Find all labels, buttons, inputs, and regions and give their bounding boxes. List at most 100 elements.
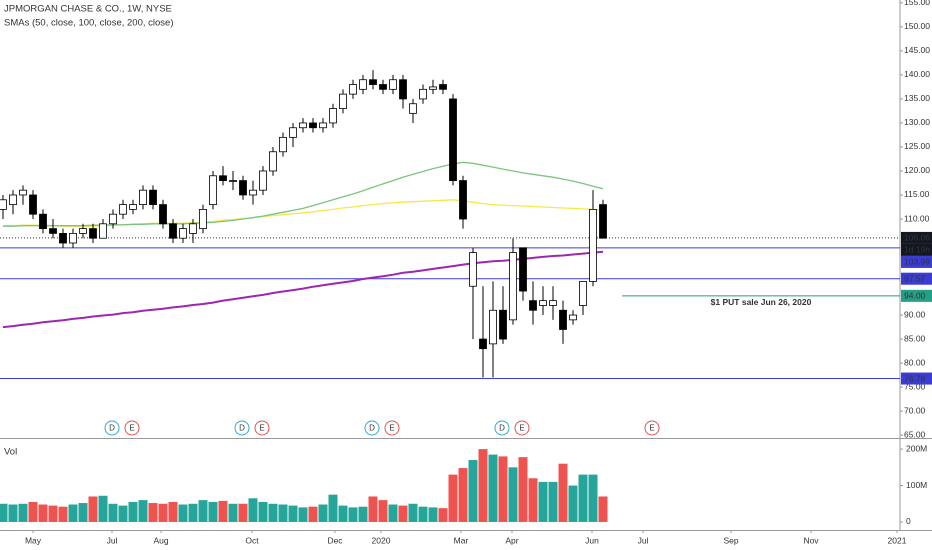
volume-bar xyxy=(198,500,208,522)
event-label: E xyxy=(389,424,394,433)
candle-body xyxy=(19,189,27,196)
x-tick-label: May xyxy=(25,535,42,545)
candle-body xyxy=(219,175,227,181)
volume-bar xyxy=(258,501,268,522)
candle-body xyxy=(119,204,127,215)
level-label-box xyxy=(901,272,932,285)
event-label: E xyxy=(519,424,524,433)
level-label: 97.57 xyxy=(904,273,926,283)
candle-body xyxy=(459,180,467,220)
volume-bar xyxy=(78,503,88,522)
chart-title: JPMORGAN CHASE & CO., 1W, NYSE xyxy=(4,4,172,15)
event-marker xyxy=(104,420,120,436)
volume-bar xyxy=(488,454,498,522)
candle-body xyxy=(529,300,537,311)
candle-body xyxy=(159,204,167,225)
candle-body xyxy=(509,252,517,321)
candle-body xyxy=(209,175,217,205)
volume-title: Vol xyxy=(4,447,17,458)
last-price-label: 106.06 xyxy=(904,233,930,243)
candle-body xyxy=(0,199,7,210)
volume-bar xyxy=(378,500,388,522)
candle-body xyxy=(369,79,377,85)
y-tick-label: 75.00 xyxy=(904,381,926,391)
candle-body xyxy=(359,79,367,90)
countdown-label: 1d 19h xyxy=(904,245,930,255)
volume-bar xyxy=(148,503,158,522)
volume-bar xyxy=(328,494,338,522)
y-tick-label: 135.00 xyxy=(904,93,930,103)
candle-body xyxy=(289,127,297,138)
annotation-text: $1 PUT sale Jun 26, 2020 xyxy=(711,297,812,307)
level-label-box xyxy=(901,255,932,268)
x-tick-label: Jul xyxy=(638,535,649,545)
y-tick-label: 90.00 xyxy=(904,309,926,319)
volume-bar xyxy=(578,474,588,522)
volume-bar xyxy=(118,505,128,522)
volume-bar xyxy=(88,496,98,522)
candle-body xyxy=(569,314,577,321)
y-tick-label: 80.00 xyxy=(904,357,926,367)
candle-body xyxy=(59,233,67,244)
y-tick-label: 115.00 xyxy=(904,189,930,199)
volume-bar xyxy=(8,504,18,522)
candle-body xyxy=(229,180,237,182)
candle-body xyxy=(199,208,207,230)
x-tick-label: Mar xyxy=(454,535,469,545)
candle-body xyxy=(49,228,57,234)
x-tick-label: Sep xyxy=(723,535,738,545)
candle-body xyxy=(139,189,147,205)
candle-body xyxy=(79,228,87,234)
candle-body xyxy=(179,228,187,239)
x-tick-label: Aug xyxy=(153,535,168,545)
volume-bar xyxy=(418,506,428,522)
candle-body xyxy=(69,233,77,244)
level-label: 76.78 xyxy=(904,373,926,383)
vol-tick-label: 200M xyxy=(906,443,927,453)
volume-bar xyxy=(298,507,308,522)
candle-body xyxy=(29,194,37,215)
candle-body xyxy=(589,208,597,282)
volume-bar xyxy=(228,503,238,522)
candle-body xyxy=(99,223,107,239)
candle-body xyxy=(429,86,437,90)
volume-bar xyxy=(338,505,348,522)
event-label: D xyxy=(499,424,505,433)
x-tick-label: Jul xyxy=(107,535,118,545)
candle-body xyxy=(489,309,497,345)
candle-body xyxy=(439,84,447,90)
event-marker xyxy=(494,420,510,436)
candle-body xyxy=(109,213,117,225)
volume-bar xyxy=(308,506,318,522)
event-label: E xyxy=(649,424,654,433)
volume-bar xyxy=(498,456,508,522)
event-label: D xyxy=(369,424,375,433)
volume-bar xyxy=(348,507,358,522)
volume-bar xyxy=(598,496,608,522)
y-tick-label: 110.00 xyxy=(904,213,930,223)
volume-bar xyxy=(548,481,558,522)
candle-body xyxy=(319,122,327,129)
vol-tick-label: 0 xyxy=(906,516,911,526)
candle-body xyxy=(339,93,347,109)
annotation-label: 94.00 xyxy=(904,291,926,301)
volume-bar xyxy=(478,449,488,522)
candle-body xyxy=(549,300,557,306)
event-marker xyxy=(384,420,400,436)
volume-bar xyxy=(168,501,178,522)
volume-bar xyxy=(0,503,8,522)
candle-body xyxy=(519,247,527,292)
event-label: D xyxy=(239,424,245,433)
candle-body xyxy=(389,79,397,90)
y-tick-label: 70.00 xyxy=(904,405,926,415)
candle-body xyxy=(309,122,317,129)
volume-bar xyxy=(48,505,58,522)
volume-bar xyxy=(218,500,228,522)
y-tick-label: 120.00 xyxy=(904,165,930,175)
candle-body xyxy=(559,309,567,330)
x-tick-label: Jun xyxy=(585,535,599,545)
vol-tick-label: 100M xyxy=(906,480,927,490)
volume-bar xyxy=(438,508,448,522)
volume-bar xyxy=(128,501,138,522)
